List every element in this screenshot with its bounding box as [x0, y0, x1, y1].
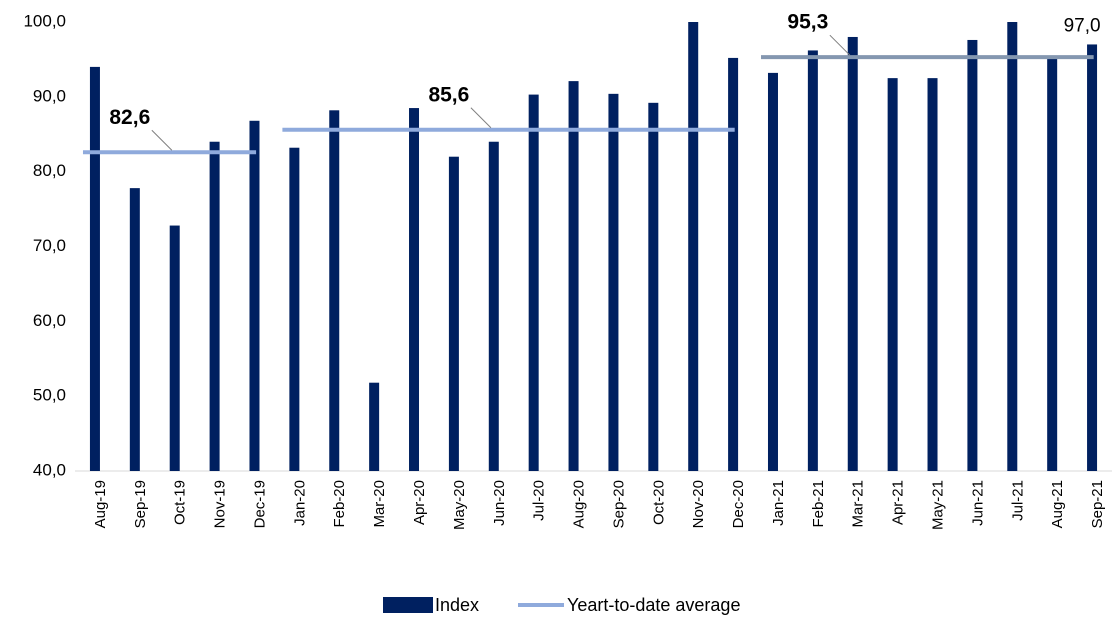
bar [409, 108, 420, 471]
x-tick-label: Feb-20 [331, 480, 348, 528]
x-tick-label: Nov-19 [212, 480, 229, 528]
x-tick-label: Apr-21 [890, 480, 907, 525]
y-tick-label: 90,0 [33, 86, 66, 105]
x-tick-label: Dec-20 [730, 480, 747, 528]
x-tick-label: Apr-20 [411, 480, 428, 525]
x-tick-label: Sep-21 [1089, 480, 1106, 528]
bar [209, 141, 220, 471]
x-tick-label: Aug-20 [571, 480, 588, 528]
x-tick-label: May-20 [451, 480, 468, 530]
bar [1087, 44, 1098, 471]
data-label: 97,0 [1064, 15, 1101, 36]
bar [1007, 22, 1018, 471]
x-tick-label: Aug-19 [92, 480, 109, 528]
y-tick-label: 40,0 [33, 460, 66, 479]
bar [369, 382, 380, 471]
bar [847, 36, 858, 471]
bar [89, 66, 100, 472]
x-tick-label: Mar-20 [371, 480, 388, 528]
bar [728, 57, 739, 472]
average-label: 95,3 [787, 11, 828, 34]
y-tick-label: 60,0 [33, 311, 66, 330]
label-leader [829, 34, 851, 56]
x-tick-label: Sep-19 [132, 480, 149, 528]
bar [448, 156, 459, 471]
average-label: 85,6 [428, 83, 469, 106]
bar [488, 141, 499, 471]
bar [249, 120, 260, 471]
x-tick-label: Jul-21 [1009, 480, 1026, 521]
bar [688, 22, 699, 471]
bar [887, 78, 898, 471]
bar [608, 93, 619, 471]
average-label: 82,6 [109, 106, 150, 129]
bar [648, 102, 659, 471]
x-tick-label: May-21 [929, 480, 946, 530]
x-tick-label: Dec-19 [251, 480, 268, 528]
bar [568, 81, 579, 471]
label-leader [151, 129, 173, 151]
legend-label: Index [435, 595, 479, 615]
label-leader [470, 107, 492, 129]
x-tick-label: Oct-19 [172, 480, 189, 525]
bar [169, 225, 180, 471]
bar [289, 147, 300, 471]
x-tick-label: Jan-21 [770, 480, 787, 526]
legend-label: Yeart-to-date average [567, 595, 740, 615]
bar [767, 72, 778, 472]
x-tick-label: Nov-20 [690, 480, 707, 528]
bar [807, 50, 818, 471]
bar [967, 39, 978, 472]
x-tick-label: Jun-21 [969, 480, 986, 526]
x-tick-label: Jul-20 [531, 480, 548, 521]
y-tick-label: 50,0 [33, 386, 66, 405]
bar [1047, 57, 1058, 472]
y-tick-label: 70,0 [33, 236, 66, 255]
bar [329, 110, 340, 471]
x-tick-label: Aug-21 [1049, 480, 1066, 528]
x-tick-label: Jun-20 [491, 480, 508, 526]
x-tick-label: Mar-21 [850, 480, 867, 528]
x-tick-label: Jan-20 [291, 480, 308, 526]
legend-swatch [383, 597, 433, 613]
x-tick-label: Sep-20 [610, 480, 627, 528]
bar [129, 188, 140, 471]
y-tick-label: 100,0 [23, 11, 66, 30]
x-tick-label: Feb-21 [810, 480, 827, 528]
y-tick-label: 80,0 [33, 161, 66, 180]
x-tick-label: Oct-20 [650, 480, 667, 525]
bar [927, 78, 938, 471]
bar [528, 94, 539, 472]
